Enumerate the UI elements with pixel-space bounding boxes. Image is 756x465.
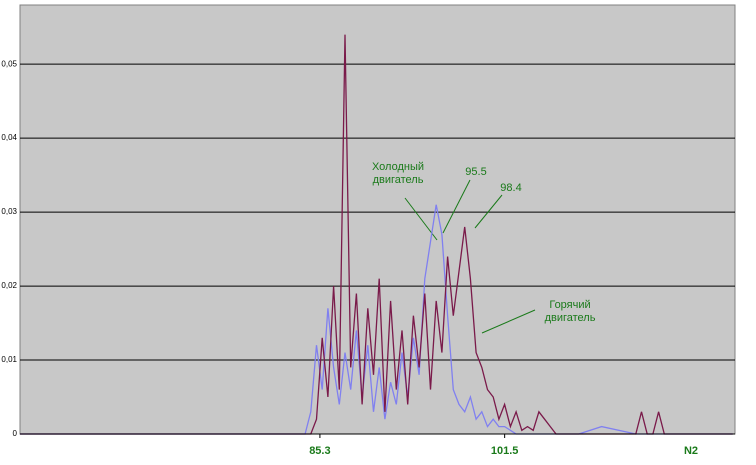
annotation: 95.5 (465, 166, 486, 178)
annotation: двигатель (373, 174, 424, 186)
annotation: Холодный (372, 161, 424, 173)
y-tick-label: 0,01 (1, 355, 17, 364)
y-tick-label: 0,04 (1, 133, 17, 142)
x-tick-label: 85.3 (309, 445, 330, 457)
arrow (474, 194, 503, 229)
plot-area (19, 4, 736, 435)
y-tick-label: 0,03 (1, 207, 17, 216)
annotation: 98.4 (500, 182, 521, 194)
arrow (442, 179, 471, 234)
x-tick-label: 101.5 (491, 445, 519, 457)
annotation: Горячий (549, 299, 590, 311)
y-tick-label: 0,02 (1, 281, 17, 290)
y-tick-label: 0 (13, 429, 18, 438)
y-tick-label: 0,05 (1, 59, 17, 68)
x-axis-label: N2 (684, 445, 698, 457)
annotation: двигатель (545, 312, 596, 324)
arrow (481, 309, 536, 334)
